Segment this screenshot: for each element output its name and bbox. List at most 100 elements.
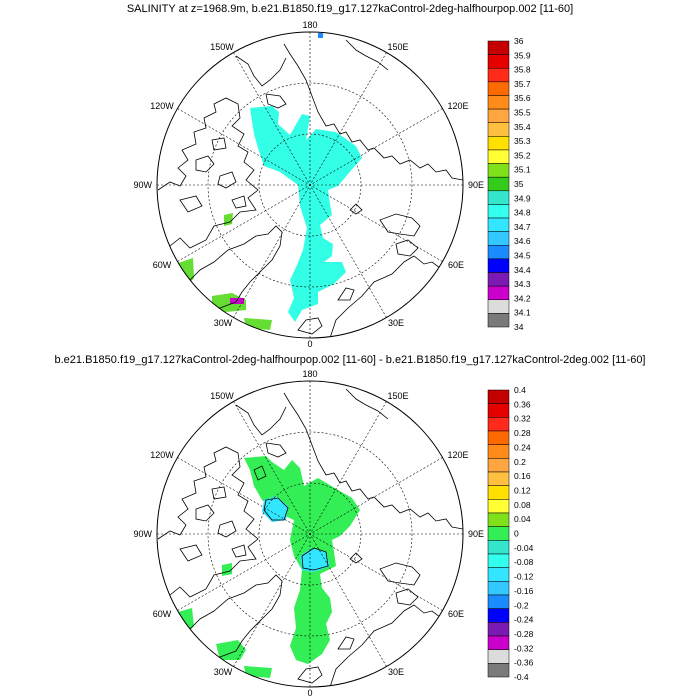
- map-boundary-bottom: [156, 380, 464, 688]
- colorbar-swatch: [487, 540, 510, 555]
- colorbar-label: 0.08: [514, 500, 531, 510]
- colorbar-label: 0.16: [514, 471, 531, 481]
- parallel-70n-bottom: [207, 431, 413, 637]
- colorbar-swatch: [487, 163, 510, 178]
- colorbar-swatch: [487, 54, 510, 69]
- colorbar-label: 34.5: [514, 251, 531, 261]
- lon-label-90e: 90E: [468, 180, 484, 190]
- colorbar-label: -0.04: [514, 543, 534, 553]
- lon-label-150w: 150W: [210, 42, 234, 52]
- colorbar-swatch: [487, 95, 510, 110]
- salinity-region-green-a: [224, 213, 233, 226]
- lon-label-150w-bottom: 150W: [210, 391, 234, 401]
- colorbar-label: 35.9: [514, 50, 531, 60]
- colorbar-swatch: [487, 245, 510, 260]
- colorbar-swatch: [487, 458, 510, 473]
- colorbar-label: 0.36: [514, 399, 531, 409]
- colorbar-label: 34.3: [514, 279, 531, 289]
- lon-label-120w: 120W: [150, 101, 174, 111]
- colorbar-label: 34: [514, 322, 524, 332]
- colorbar-swatch: [487, 512, 510, 527]
- colorbar-label: -0.24: [514, 615, 534, 625]
- lon-label-90w-bottom: 90W: [133, 529, 152, 539]
- colorbar-label: -0.32: [514, 643, 534, 653]
- lon-label-60e: 60E: [448, 260, 464, 270]
- colorbar-swatch: [487, 622, 510, 637]
- colorbar-label: 0.28: [514, 428, 531, 438]
- colorbar-label: 34.9: [514, 193, 531, 203]
- colorbar-swatch: [487, 485, 510, 500]
- colorbar-label: -0.12: [514, 572, 534, 582]
- map-title-top: SALINITY at z=1968.9m, b.e21.B1850.f19_g…: [126, 3, 574, 15]
- polar-map-bottom: 180 150W 150E 120W 120E 90W 90E 60W 60E …: [133, 369, 533, 698]
- colorbar-swatch: [487, 272, 510, 287]
- colorbar-label: 35.4: [514, 122, 531, 132]
- colorbar-swatch: [487, 81, 510, 96]
- difference-region-green-a: [222, 563, 232, 576]
- salinity-cell-pole: [318, 33, 323, 38]
- colorbar-swatch: [487, 176, 510, 192]
- colorbar-swatch: [487, 567, 510, 582]
- lon-label-0: 0: [307, 339, 312, 349]
- colorbar-label: 0.32: [514, 414, 531, 424]
- colorbar-swatch: [487, 594, 510, 609]
- colorbar-label: 35.2: [514, 150, 531, 160]
- colorbar-label: -0.36: [514, 658, 534, 668]
- colorbar-swatch: [487, 40, 510, 55]
- colorbar-swatch: [487, 444, 510, 459]
- colorbar-swatch: [487, 122, 510, 137]
- meridians-bottom: [157, 381, 463, 687]
- colorbar-label: 35.6: [514, 93, 531, 103]
- lon-label-30e-bottom: 30E: [388, 667, 404, 677]
- colorbar-swatch: [487, 313, 510, 328]
- colorbar-label: 0: [514, 529, 519, 539]
- colorbar-swatch: [487, 108, 510, 123]
- map-boundary-top: [156, 31, 464, 339]
- colorbar-label: 35.7: [514, 79, 531, 89]
- colorbar-label: 0.4: [514, 385, 526, 395]
- colorbar-swatch: [487, 403, 510, 418]
- colorbar-label: 0.2: [514, 457, 526, 467]
- colorbar-swatch: [487, 417, 510, 432]
- lon-label-120e: 120E: [447, 101, 468, 111]
- lon-label-0-bottom: 0: [307, 688, 312, 698]
- colorbar-label: -0.4: [514, 672, 529, 682]
- lon-label-90e-bottom: 90E: [468, 529, 484, 539]
- lon-label-30w-bottom: 30W: [214, 667, 233, 677]
- colorbar-label: -0.2: [514, 600, 529, 610]
- lon-label-150e: 150E: [387, 42, 408, 52]
- colorbar-label: 0.12: [514, 485, 531, 495]
- colorbar-swatch: [487, 608, 510, 623]
- colorbar-label: 34.8: [514, 208, 531, 218]
- colorbar-swatch: [487, 299, 510, 314]
- lon-label-180-bottom: 180: [302, 369, 317, 379]
- salinity-region-main: [250, 106, 362, 322]
- colorbar-swatch: [487, 581, 510, 596]
- colorbar-label: 35.5: [514, 108, 531, 118]
- lon-label-30e: 30E: [388, 318, 404, 328]
- polar-map-top: 180 150W 150E 120W 120E 90W 90E 60W 60E …: [133, 20, 530, 349]
- salinity-region-green-d: [244, 318, 272, 330]
- colorbar-bottom: 0.4 0.36 0.32 0.28 0.24 0.2 0.16 0.12 0.08 0.04 0 -…: [487, 385, 534, 682]
- colorbar-label: 0.04: [514, 514, 531, 524]
- colorbar-label: 35.3: [514, 136, 531, 146]
- colorbar-label: 34.4: [514, 265, 531, 275]
- colorbar-label: -0.28: [514, 629, 534, 639]
- lon-label-150e-bottom: 150E: [387, 391, 408, 401]
- coastlines-top: [157, 39, 463, 338]
- salinity-region-green-c: [212, 293, 246, 312]
- colorbar-label: 35.8: [514, 65, 531, 75]
- difference-region-green-d: [244, 666, 272, 678]
- colorbar-label: 35.1: [514, 165, 531, 175]
- colorbar-label: 34.7: [514, 222, 531, 232]
- colorbar-label: 34.1: [514, 308, 531, 318]
- colorbar-swatch: [487, 149, 510, 164]
- difference-region-negative-b: [300, 548, 330, 572]
- colorbar-swatch: [487, 258, 510, 273]
- colorbar-label: 0.24: [514, 442, 531, 452]
- lon-label-60w: 60W: [153, 260, 172, 270]
- colorbar-swatch: [487, 471, 510, 486]
- colorbar-label: 36: [514, 36, 524, 46]
- colorbar-label: -0.16: [514, 586, 534, 596]
